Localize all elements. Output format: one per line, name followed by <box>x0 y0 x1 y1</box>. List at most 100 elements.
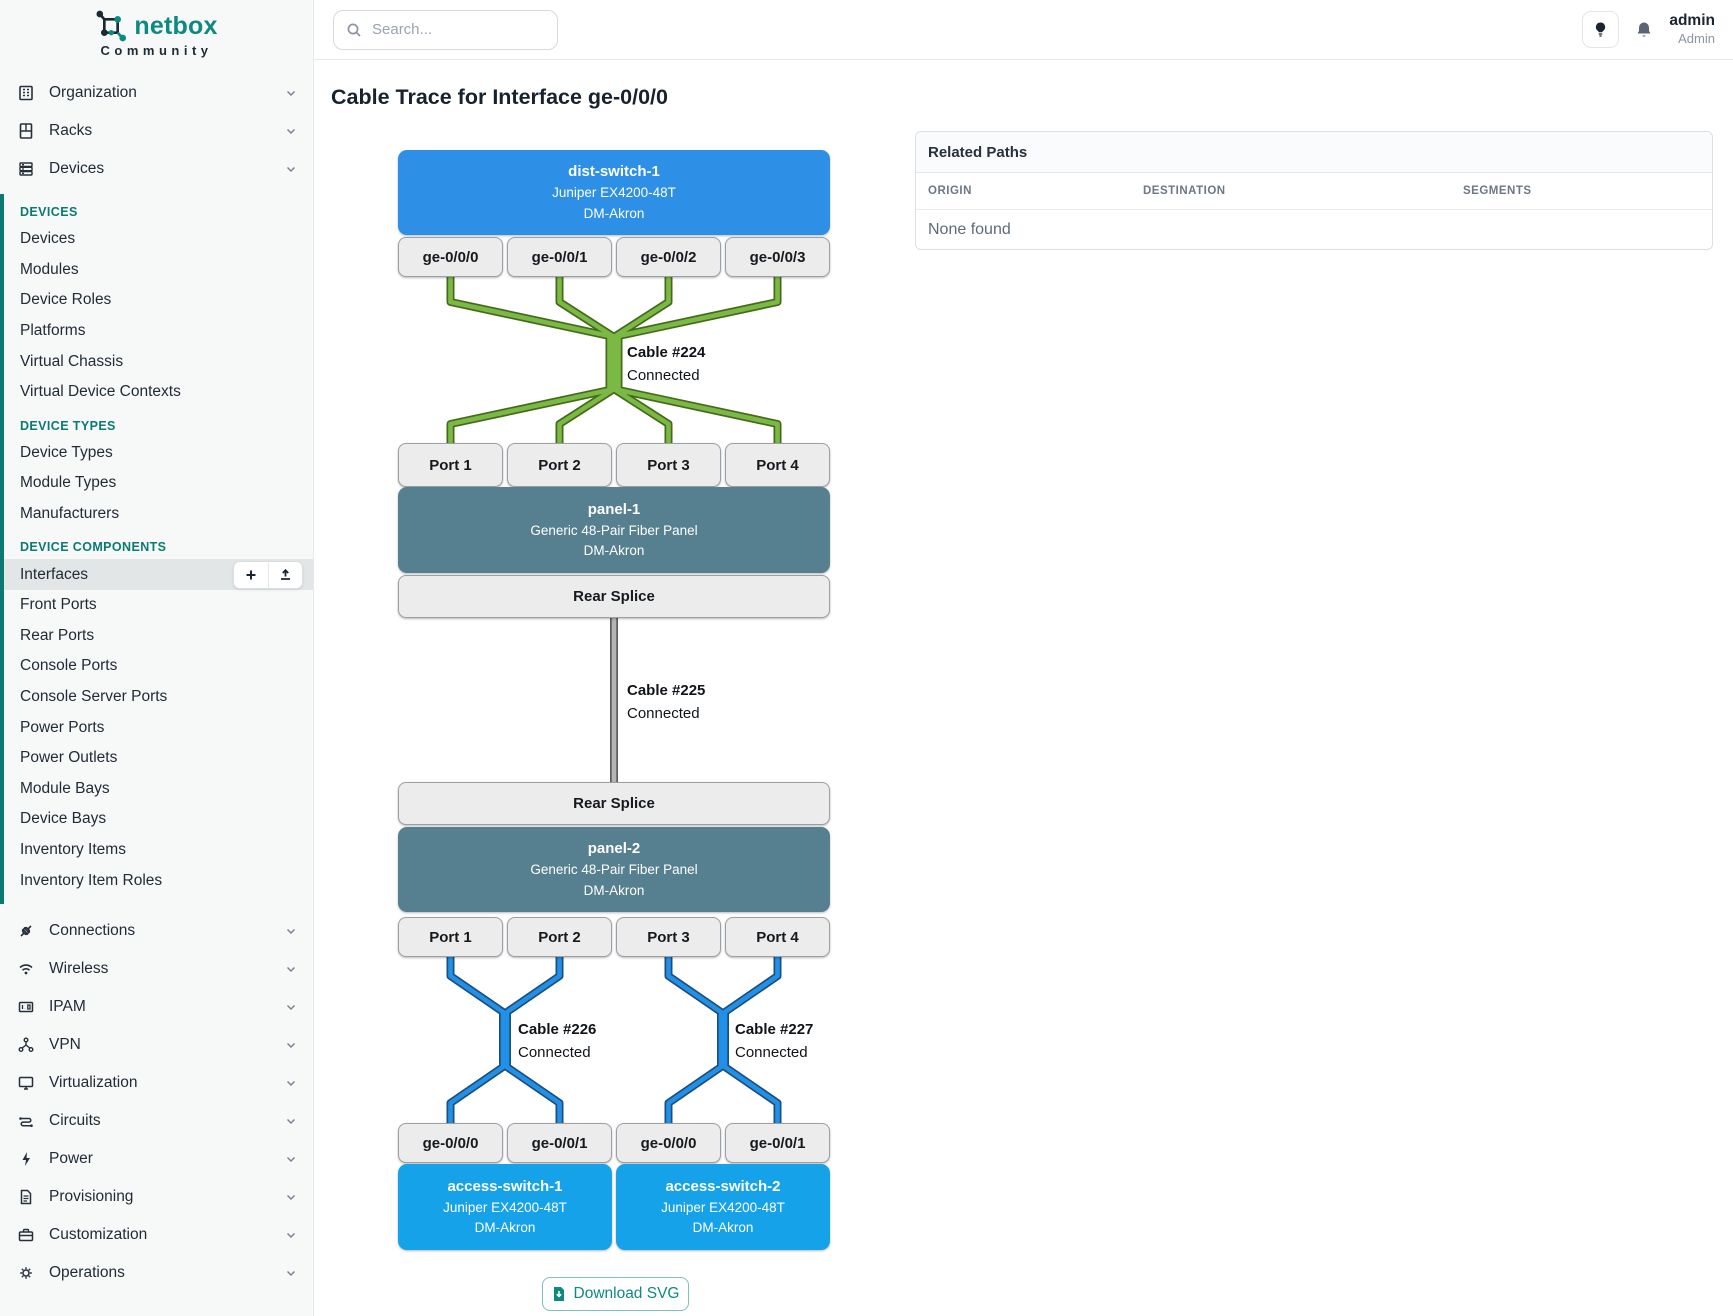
chevron-down-icon <box>285 1191 297 1203</box>
netbox-logo-icon <box>95 10 127 42</box>
front-port-node[interactable]: Port 1 <box>398 917 503 957</box>
section-header-device-types: DEVICE TYPES <box>20 418 116 433</box>
front-port-node[interactable]: Port 3 <box>616 917 721 957</box>
rear-port-node[interactable]: Rear Splice <box>398 575 830 618</box>
interface-node[interactable]: ge-0/0/0 <box>398 1123 503 1163</box>
chevron-down-icon <box>285 1229 297 1241</box>
sidebar-item-device-roles[interactable]: Device Roles <box>20 291 112 309</box>
device-node-panel-1[interactable]: panel-1 Generic 48-Pair Fiber Panel DM-A… <box>398 487 830 573</box>
cable-label-224[interactable]: Cable #224 Connected <box>627 344 706 384</box>
front-port-node[interactable]: Port 1 <box>398 443 503 487</box>
device-node-dist-switch-1[interactable]: dist-switch-1 Juniper EX4200-48T DM-Akro… <box>398 150 830 235</box>
sidebar-group-devices[interactable]: Devices <box>0 150 313 187</box>
section-header-devices: DEVICES <box>20 205 78 219</box>
sidebar-group-circuits[interactable]: Circuits <box>0 1103 313 1140</box>
front-port-node[interactable]: Port 4 <box>725 917 830 957</box>
sidebar-group-organization[interactable]: Organization <box>0 74 313 111</box>
rear-port-node[interactable]: Rear Splice <box>398 782 830 825</box>
chevron-down-icon <box>285 163 297 175</box>
sidebar-item-virtual-device-contexts[interactable]: Virtual Device Contexts <box>20 383 181 401</box>
chevron-down-icon <box>285 1001 297 1013</box>
user-role: Admin <box>1678 31 1715 46</box>
main-content: Cable Trace for Interface ge-0/0/0 <box>314 60 1733 1316</box>
sidebar-item-device-bays[interactable]: Device Bays <box>20 810 107 828</box>
sidebar-item-devices[interactable]: Devices <box>20 230 76 248</box>
interface-node[interactable]: ge-0/0/0 <box>616 1123 721 1163</box>
wifi-icon <box>16 960 35 979</box>
bolt-icon <box>16 1150 35 1169</box>
sidebar-item-interfaces[interactable]: Interfaces <box>4 559 313 590</box>
document-icon <box>16 1188 35 1207</box>
sidebar-group-connections[interactable]: Connections <box>0 913 313 950</box>
device-node-access-switch-2[interactable]: access-switch-2 Juniper EX4200-48T DM-Ak… <box>616 1164 830 1250</box>
chevron-down-icon <box>285 125 297 137</box>
sidebar-item-power-outlets[interactable]: Power Outlets <box>20 749 118 767</box>
device-node-panel-2[interactable]: panel-2 Generic 48-Pair Fiber Panel DM-A… <box>398 827 830 912</box>
sidebar-item-rear-ports[interactable]: Rear Ports <box>20 626 95 644</box>
global-search <box>333 9 558 50</box>
user-menu[interactable]: admin Admin <box>1669 12 1715 46</box>
front-port-node[interactable]: Port 4 <box>725 443 830 487</box>
interface-node[interactable]: ge-0/0/1 <box>725 1123 830 1163</box>
sidebar-group-wireless[interactable]: Wireless <box>0 951 313 988</box>
front-port-node[interactable]: Port 2 <box>507 917 612 957</box>
interface-node[interactable]: ge-0/0/1 <box>507 237 612 277</box>
monitor-icon <box>16 1074 35 1093</box>
sidebar-item-power-ports[interactable]: Power Ports <box>20 718 105 736</box>
cable-label-227[interactable]: Cable #227 Connected <box>735 1021 814 1061</box>
sidebar-item-console-server-ports[interactable]: Console Server Ports <box>20 688 168 706</box>
sidebar-item-inventory-item-roles[interactable]: Inventory Item Roles <box>20 871 163 889</box>
sidebar-item-manufacturers[interactable]: Manufacturers <box>20 505 120 523</box>
cable-224-paths[interactable] <box>446 277 782 443</box>
related-paths-card: Related Paths ORIGIN DESTINATION SEGMENT… <box>915 131 1713 250</box>
sidebar-group-vpn[interactable]: VPN <box>0 1027 313 1064</box>
sidebar-item-front-ports[interactable]: Front Ports <box>20 596 97 614</box>
ipam-icon <box>16 998 35 1017</box>
related-paths-header-row: ORIGIN DESTINATION SEGMENTS <box>916 173 1712 210</box>
sidebar-item-module-types[interactable]: Module Types <box>20 474 117 492</box>
related-paths-title: Related Paths <box>916 132 1712 173</box>
page-title: Cable Trace for Interface ge-0/0/0 <box>331 85 668 109</box>
sidebar-group-power[interactable]: Power <box>0 1141 313 1178</box>
sidebar-group-ipam[interactable]: IPAM <box>0 989 313 1026</box>
add-interface-button[interactable] <box>234 561 268 588</box>
topbar: admin Admin <box>314 0 1733 60</box>
sidebar-item-modules[interactable]: Modules <box>20 260 79 278</box>
building-icon <box>16 83 35 102</box>
netbox-logo[interactable]: netbox Community <box>0 0 313 60</box>
gear-icon <box>16 1264 35 1283</box>
sidebar-item-inventory-items[interactable]: Inventory Items <box>20 840 126 858</box>
download-svg-button[interactable]: Download SVG <box>542 1277 689 1311</box>
theme-toggle-button[interactable] <box>1582 11 1620 48</box>
interface-node[interactable]: ge-0/0/1 <box>507 1123 612 1163</box>
notifications-bell-icon[interactable] <box>1634 20 1654 40</box>
column-header-origin: ORIGIN <box>928 185 972 197</box>
cable-label-225[interactable]: Cable #225 Connected <box>627 682 706 722</box>
sidebar-group-label: Organization <box>49 83 137 101</box>
cable-label-226[interactable]: Cable #226 Connected <box>518 1021 597 1061</box>
sidebar-item-module-bays[interactable]: Module Bays <box>20 779 110 797</box>
sidebar-group-racks[interactable]: Racks <box>0 112 313 149</box>
front-port-node[interactable]: Port 3 <box>616 443 721 487</box>
chevron-down-icon <box>285 87 297 99</box>
sidebar-group-virtualization[interactable]: Virtualization <box>0 1065 313 1102</box>
file-download-icon <box>552 1286 566 1302</box>
device-node-access-switch-1[interactable]: access-switch-1 Juniper EX4200-48T DM-Ak… <box>398 1164 612 1250</box>
sidebar-item-platforms[interactable]: Platforms <box>20 322 86 340</box>
chevron-down-icon <box>285 1115 297 1127</box>
interface-node[interactable]: ge-0/0/3 <box>725 237 830 277</box>
sidebar-group-provisioning[interactable]: Provisioning <box>0 1179 313 1216</box>
interface-node[interactable]: ge-0/0/0 <box>398 237 503 277</box>
sidebar-group-customization[interactable]: Customization <box>0 1217 313 1254</box>
import-interfaces-button[interactable] <box>268 561 302 588</box>
front-port-node[interactable]: Port 2 <box>507 443 612 487</box>
sidebar-item-device-types[interactable]: Device Types <box>20 443 113 461</box>
search-input[interactable] <box>372 21 545 38</box>
interface-node[interactable]: ge-0/0/2 <box>616 237 721 277</box>
topbar-right: admin Admin <box>1582 11 1715 48</box>
empty-state-text: None found <box>928 220 1011 238</box>
sidebar-group-operations[interactable]: Operations <box>0 1255 313 1292</box>
sidebar-item-console-ports[interactable]: Console Ports <box>20 657 118 675</box>
sidebar-item-virtual-chassis[interactable]: Virtual Chassis <box>20 352 124 370</box>
rack-icon <box>16 121 35 140</box>
